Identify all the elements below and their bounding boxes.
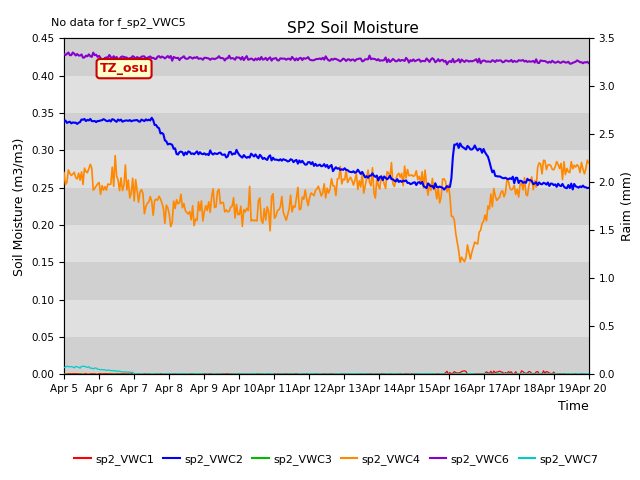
Bar bbox=[427, 336, 429, 374]
Legend: sp2_Rain: sp2_Rain bbox=[70, 477, 150, 480]
Bar bbox=[64, 225, 589, 263]
X-axis label: Time: Time bbox=[558, 400, 589, 413]
Bar bbox=[64, 263, 589, 300]
Bar bbox=[438, 302, 439, 374]
Bar bbox=[420, 360, 422, 374]
Title: SP2 Soil Moisture: SP2 Soil Moisture bbox=[287, 21, 419, 36]
Y-axis label: Soil Moisture (m3/m3): Soil Moisture (m3/m3) bbox=[13, 137, 26, 276]
Bar bbox=[443, 278, 444, 374]
Text: No data for f_sp2_VWC5: No data for f_sp2_VWC5 bbox=[51, 17, 186, 28]
Bar bbox=[453, 288, 455, 374]
Bar bbox=[64, 300, 589, 337]
Bar bbox=[64, 188, 589, 225]
Bar bbox=[64, 113, 589, 150]
Text: TZ_osu: TZ_osu bbox=[100, 62, 148, 75]
Y-axis label: Raim (mm): Raim (mm) bbox=[621, 171, 634, 241]
Bar bbox=[450, 58, 451, 374]
Bar bbox=[457, 341, 458, 374]
Bar bbox=[64, 337, 589, 374]
Bar bbox=[447, 269, 448, 374]
Bar bbox=[433, 322, 434, 374]
Bar bbox=[99, 58, 100, 374]
Bar bbox=[64, 150, 589, 188]
Bar bbox=[64, 38, 589, 76]
Bar bbox=[64, 76, 589, 113]
Bar bbox=[204, 350, 205, 374]
